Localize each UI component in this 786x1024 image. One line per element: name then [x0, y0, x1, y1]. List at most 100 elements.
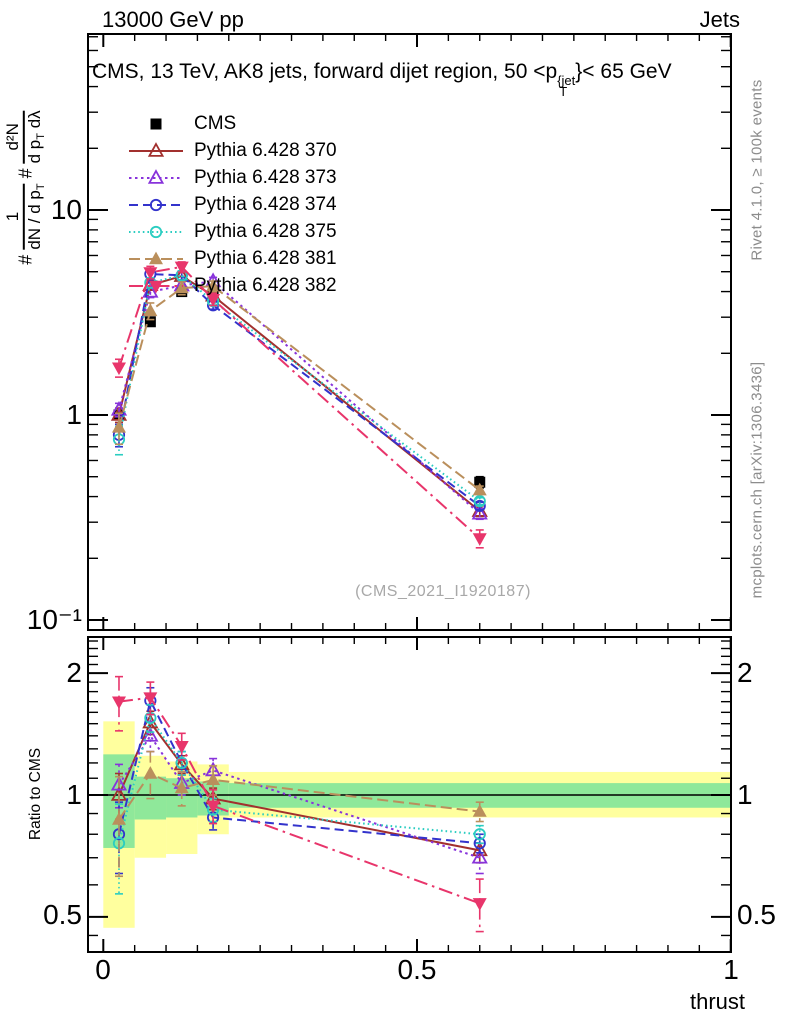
x-axis-label: thrust: [689, 989, 745, 1014]
marker-triangle-up-open-py370-legend: [147, 141, 165, 157]
ylabel-fraction-1: 1 dN / d pT: [2, 183, 51, 250]
y-axis-label-main: #1 dN / d pT # d²N d pT dλ: [2, 105, 51, 265]
marker-triangle-up-filled-py381: [472, 804, 487, 817]
uncertainty-bands: [103, 721, 731, 928]
legend-marker-triangle-down-filled: [129, 280, 183, 293]
marker-triangle-up-filled-py381: [143, 766, 158, 779]
ylabel-frac2-num: d²N: [2, 110, 25, 164]
ylabel-frac1-num: 1: [2, 183, 25, 250]
marker-circle-open-py374: [473, 837, 486, 850]
series-line-ratio-py374: [118, 697, 480, 845]
marker-triangle-down-filled-py382: [111, 362, 126, 376]
series-line-main-py374: [118, 273, 481, 507]
marker-triangle-up-filled-py381: [206, 772, 221, 786]
x-tick-label-0: 0: [95, 954, 111, 985]
legend: CMS Pythia 6.428 370 Pythia 6.428 373 Pythi…: [127, 110, 337, 299]
marker-triangle-up-filled-py381: [174, 280, 189, 294]
header-beam-energy: 13000 GeV pp: [102, 7, 244, 32]
marker-triangle-down-filled-py382-legend: [149, 280, 163, 293]
series-line-main-py370: [118, 275, 481, 512]
marker-circle-open-py375-legend: [149, 225, 163, 238]
legend-marker-square-filled: [150, 118, 162, 129]
marker-triangle-up-open-py373: [142, 726, 159, 742]
marker-triangle-down-filled-py382: [174, 261, 189, 275]
legend-label: Pythia 6.428 382: [194, 274, 337, 296]
legend-item-py381: Pythia 6.428 381: [127, 245, 337, 272]
marker-triangle-up-open-py373-legend: [147, 168, 165, 184]
legend-label: Pythia 6.428 374: [194, 193, 337, 215]
ratio-tick-label-1-left: 1: [66, 779, 82, 810]
ylabel-hash1: #: [15, 254, 36, 265]
marker-triangle-down-filled-py382: [143, 692, 158, 705]
plot-title: CMS, 13 TeV, AK8 jets, forward dijet reg…: [92, 60, 672, 98]
ratio-tick-label-1-right: 1: [737, 779, 753, 810]
series-line-ratio-py375: [118, 715, 480, 844]
marker-circle-open-py375: [473, 828, 486, 841]
ratio-tick-label-2-right: 2: [737, 657, 753, 688]
legend-marker-triangle-up-filled: [129, 251, 183, 264]
marker-triangle-down-filled-py382: [206, 294, 221, 307]
ylabel-frac1-den-text: dN / d p: [24, 190, 44, 250]
legend-item-py375: Pythia 6.428 375: [127, 218, 337, 245]
y-tick-label-10: 10: [50, 194, 82, 225]
series-line-main-py375: [118, 274, 481, 502]
legend-marker-triangle-up-open: [129, 141, 183, 157]
ratio-tick-label-2-left: 2: [66, 657, 82, 688]
marker-triangle-down-filled-py382: [143, 267, 158, 280]
legend-marker-circle-open: [129, 198, 183, 211]
marker-triangle-up-open-py373: [110, 775, 128, 791]
legend-label: Pythia 6.428 373: [194, 166, 337, 188]
marker-circle-open-py375: [473, 495, 486, 508]
marker-triangle-up-filled-py381-legend: [149, 251, 163, 264]
mcplots-reference-note: mcplots.cern.ch [arXiv:1306.3436]: [748, 361, 766, 599]
legend-item-py373: Pythia 6.428 373: [127, 164, 337, 191]
marker-triangle-down-filled-py382: [206, 800, 221, 814]
marker-circle-open-py374-legend: [149, 198, 163, 211]
marker-triangle-up-open-py373: [471, 848, 488, 864]
ylabel-frac2-den-sub: T: [35, 133, 48, 140]
marker-triangle-up-open-py370: [471, 841, 488, 857]
main-series-layer: [110, 261, 488, 549]
plot-title-text-end: }< 65 GeV: [575, 60, 672, 83]
marker-triangle-up-filled-py381: [206, 278, 221, 292]
ylabel-frac1-den-sub: T: [35, 183, 48, 191]
ylabel-hash2: #: [15, 168, 36, 179]
plot-title-supsub: {jet T: [557, 73, 576, 98]
y-tick-label-1: 1: [66, 399, 82, 430]
series-line-main-py381: [118, 285, 481, 491]
legend-marker-circle-open: [129, 225, 183, 238]
header-analysis-group: Jets: [699, 7, 740, 32]
ratio-tick-label-0p5-left: 0.5: [43, 899, 82, 930]
marker-triangle-up-filled-py381: [174, 780, 189, 794]
series-line-main-py382: [118, 265, 481, 540]
marker-square-filled-cms: [144, 316, 156, 328]
marker-circle-open-py375: [175, 756, 188, 770]
legend-label: Pythia 6.428 370: [194, 139, 337, 161]
y-axis-label-ratio: Ratio to CMS: [27, 747, 44, 841]
ratio-series-layer: [110, 675, 488, 933]
ylabel-frac1-den: dN / d pT: [25, 183, 51, 249]
plot-title-superscript: {jet: [557, 73, 576, 88]
marker-circle-open-py374: [473, 499, 486, 513]
legend-item-cms: CMS: [127, 110, 337, 137]
main-panel-frame: [87, 33, 732, 631]
ylabel-frac2-den-text: d p: [24, 139, 44, 164]
ylabel-frac2-den-text2: dλ: [24, 110, 44, 133]
series-line-main-py373: [118, 280, 481, 515]
ratio-tick-label-0p5-right: 0.5: [737, 899, 776, 930]
plot-title-text: CMS, 13 TeV, AK8 jets, forward dijet reg…: [92, 60, 558, 83]
x-tick-label-0p5: 0.5: [397, 954, 437, 985]
marker-triangle-up-filled-py381: [143, 303, 158, 317]
legend-label: Pythia 6.428 375: [194, 220, 337, 242]
legend-item-py382: Pythia 6.428 382: [127, 272, 337, 299]
marker-triangle-up-filled-py381: [111, 812, 126, 825]
x-tick-label-1: 1: [723, 954, 739, 985]
legend-label: CMS: [194, 112, 237, 134]
ylabel-frac2-den: d pT dλ: [25, 110, 51, 163]
marker-triangle-down-filled-py382: [111, 696, 126, 710]
rivet-version-note: Rivet 4.1.0, ≥ 100k events: [748, 79, 766, 261]
marker-triangle-up-filled-py381: [111, 419, 126, 433]
legend-item-py370: Pythia 6.428 370: [127, 137, 337, 164]
